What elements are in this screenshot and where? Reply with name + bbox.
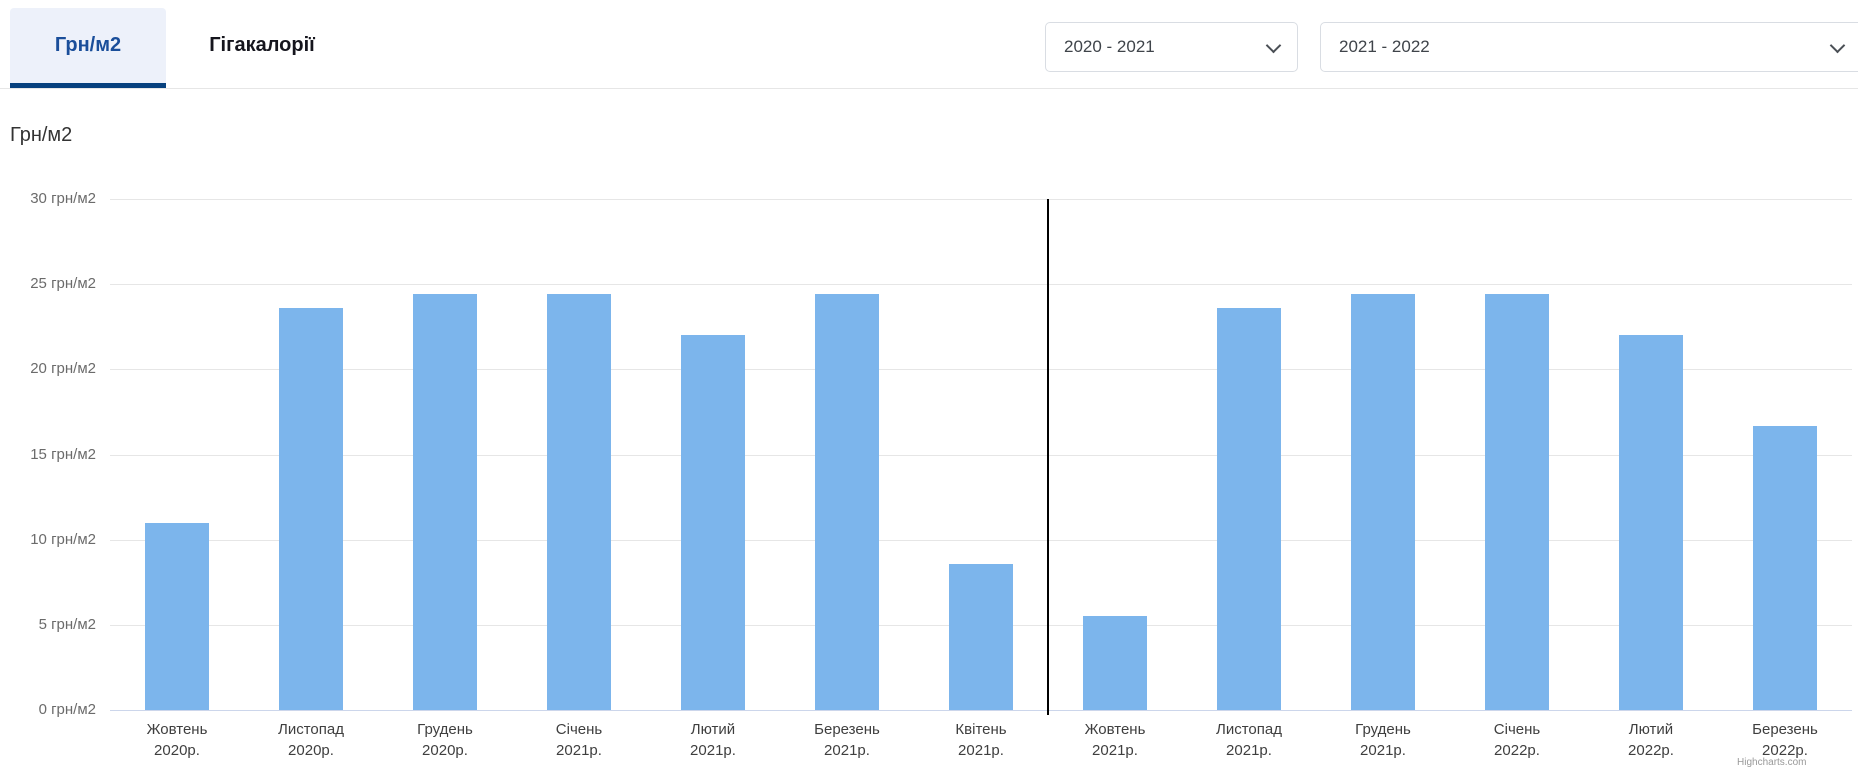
- chevron-down-icon: [1829, 37, 1846, 54]
- tab-grn-m2[interactable]: Грн/м2: [10, 8, 166, 83]
- bar-Січень-2021р.[interactable]: [547, 294, 611, 710]
- x-axis-label: Жовтень 2021р.: [1084, 721, 1146, 759]
- y-axis-tick-label: 10 грн/м2: [30, 531, 96, 548]
- x-axis-label: Січень 2022р.: [1493, 721, 1541, 759]
- tab-gigacalories[interactable]: Гігакалорії: [186, 8, 338, 83]
- x-axis-label: Січень 2021р.: [555, 721, 603, 759]
- tab-gigacalories-label: Гігакалорії: [209, 34, 315, 56]
- x-axis-line: [110, 710, 1852, 711]
- chart-title: Грн/м2: [10, 124, 73, 146]
- y-axis-tick-label: 5 грн/м2: [38, 616, 96, 633]
- active-tab-underline: [10, 83, 166, 88]
- season-to-value: 2021 - 2022: [1339, 37, 1430, 56]
- y-axis-tick-label: 0 грн/м2: [38, 701, 96, 718]
- gridline: [110, 284, 1852, 285]
- bar-Березень-2022р.[interactable]: [1753, 426, 1817, 710]
- x-axis-label: Листопад 2021р.: [1216, 721, 1282, 759]
- y-axis-tick-label: 15 грн/м2: [30, 446, 96, 463]
- bar-Листопад-2020р.[interactable]: [279, 308, 343, 710]
- x-axis-label: Лютий 2022р.: [1628, 721, 1674, 759]
- gridline: [110, 199, 1852, 200]
- x-axis-label: Березень 2022р.: [1752, 721, 1818, 759]
- chevron-down-icon: [1265, 37, 1282, 54]
- x-axis-label: Грудень 2020р.: [417, 721, 473, 759]
- chart-credit[interactable]: Highcharts.com: [1737, 757, 1807, 768]
- bar-Квітень-2021р.[interactable]: [949, 564, 1013, 710]
- gridline: [110, 455, 1852, 456]
- season-divider-line: [1047, 199, 1049, 715]
- x-axis-label: Березень 2021р.: [814, 721, 880, 759]
- season-to-select[interactable]: 2021 - 2022: [1320, 22, 1858, 72]
- bar-Грудень-2020р.[interactable]: [413, 294, 477, 710]
- bar-Березень-2021р.[interactable]: [815, 294, 879, 710]
- season-from-value: 2020 - 2021: [1064, 37, 1155, 56]
- bar-Жовтень-2021р.[interactable]: [1083, 616, 1147, 710]
- gridline: [110, 369, 1852, 370]
- season-from-select[interactable]: 2020 - 2021: [1045, 22, 1298, 72]
- bar-Грудень-2021р.[interactable]: [1351, 294, 1415, 710]
- bar-Листопад-2021р.[interactable]: [1217, 308, 1281, 710]
- y-axis-tick-label: 30 грн/м2: [30, 190, 96, 207]
- x-axis-label: Грудень 2021р.: [1355, 721, 1411, 759]
- y-axis-tick-label: 20 грн/м2: [30, 360, 96, 377]
- x-axis-label: Квітень 2021р.: [955, 721, 1007, 759]
- bar-Жовтень-2020р.[interactable]: [145, 523, 209, 710]
- bar-Лютий-2022р.[interactable]: [1619, 335, 1683, 710]
- x-axis-label: Лютий 2021р.: [690, 721, 736, 759]
- y-axis-tick-label: 25 грн/м2: [30, 275, 96, 292]
- bar-Січень-2022р.[interactable]: [1485, 294, 1549, 710]
- gridline: [110, 540, 1852, 541]
- tab-bar: Грн/м2 Гігакалорії 2020 - 2021 2021 - 20…: [0, 0, 1858, 89]
- x-axis-label: Жовтень 2020р.: [146, 721, 208, 759]
- tab-grn-m2-label: Грн/м2: [54, 34, 122, 56]
- bar-Лютий-2021р.[interactable]: [681, 335, 745, 710]
- x-axis-label: Листопад 2020р.: [278, 721, 344, 759]
